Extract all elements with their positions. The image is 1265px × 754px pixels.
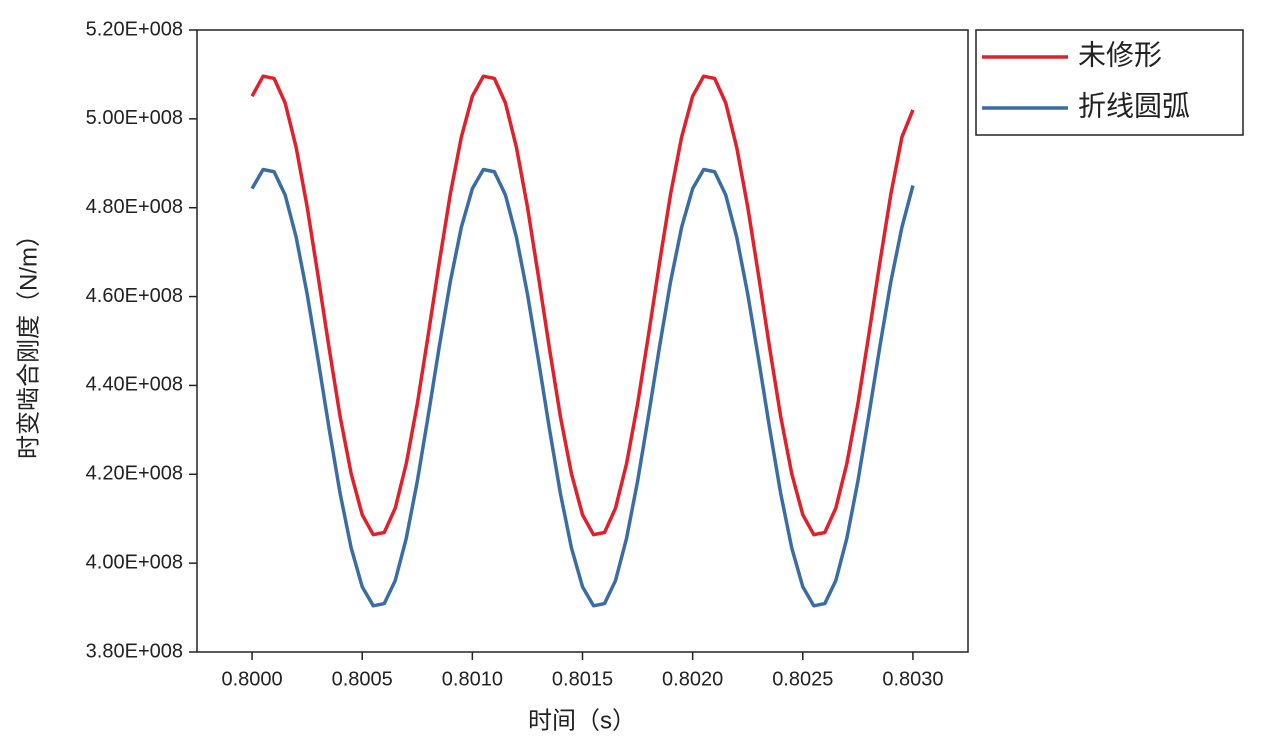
y-tick-label: 3.80E+008 <box>86 640 183 662</box>
y-tick-label: 5.00E+008 <box>86 107 183 129</box>
series-line <box>250 167 915 608</box>
y-tick-label: 4.20E+008 <box>86 463 183 485</box>
legend-box <box>975 29 1244 136</box>
plot-frame <box>196 29 969 653</box>
legend-label: 未修形 <box>1078 39 1162 70</box>
x-tick-label: 0.8020 <box>662 668 723 690</box>
y-tick-label: 4.60E+008 <box>86 285 183 307</box>
legend-label: 折线圆弧 <box>1078 90 1190 121</box>
x-axis-label: 时间（s） <box>528 707 636 734</box>
y-tick-label: 4.80E+008 <box>86 196 183 218</box>
series-line <box>250 74 915 537</box>
x-tick-label: 0.8025 <box>772 668 833 690</box>
x-tick-label: 0.8030 <box>882 668 943 690</box>
x-tick-label: 0.8010 <box>442 668 503 690</box>
y-tick-label: 4.40E+008 <box>86 374 183 396</box>
x-tick-label: 0.8000 <box>221 668 282 690</box>
y-tick-label: 4.00E+008 <box>86 551 183 573</box>
x-tick-label: 0.8015 <box>552 668 613 690</box>
x-tick-label: 0.8005 <box>332 668 393 690</box>
y-tick-label: 5.20E+008 <box>86 18 183 40</box>
y-axis-label: 时变啮合刚度（N/m） <box>15 223 42 459</box>
